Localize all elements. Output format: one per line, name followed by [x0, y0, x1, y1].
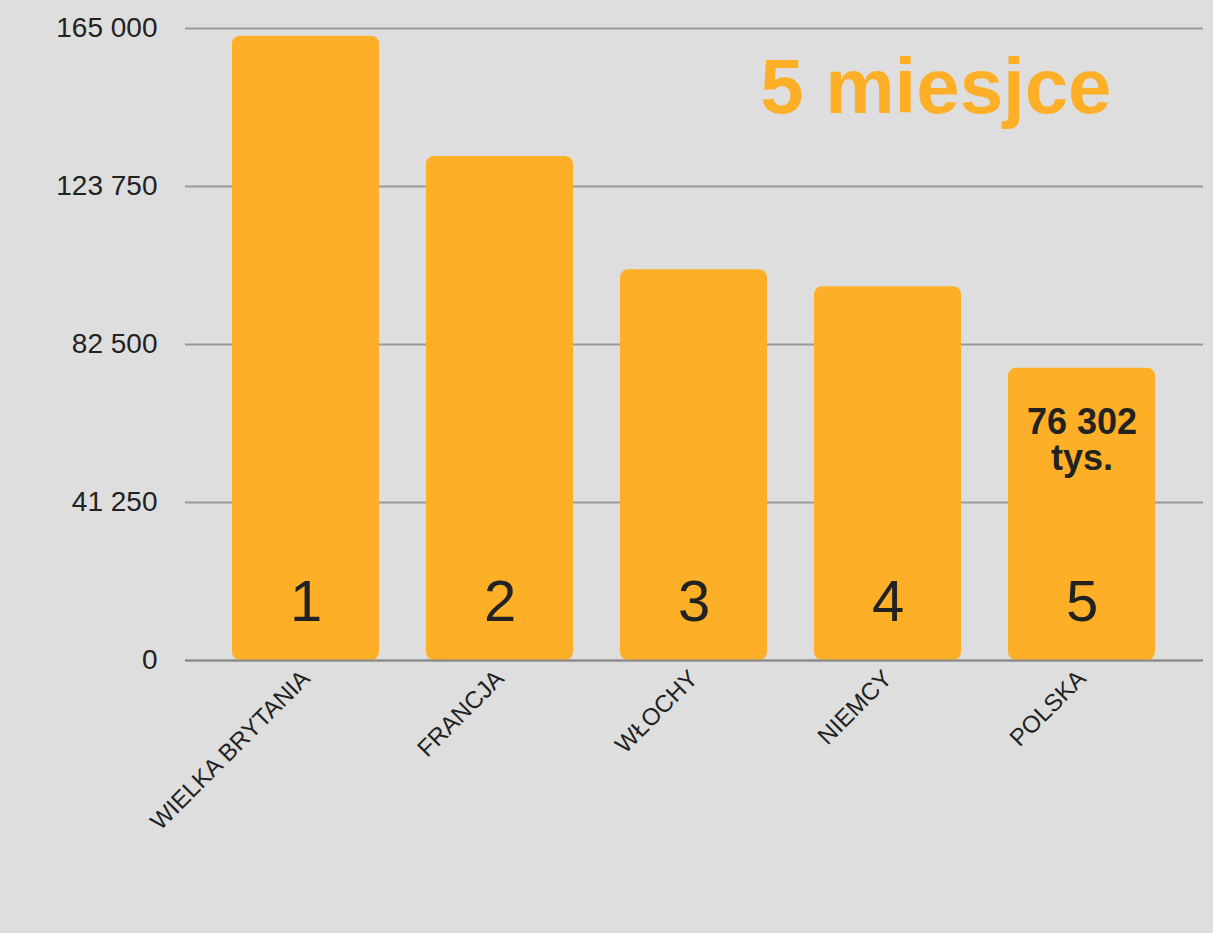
svg-text:5 miesjce: 5 miesjce	[760, 42, 1111, 130]
svg-text:0: 0	[142, 644, 158, 675]
svg-text:FRANCJA: FRANCJA	[412, 664, 509, 761]
svg-text:82 500: 82 500	[72, 328, 158, 359]
svg-text:41 250: 41 250	[72, 486, 158, 517]
svg-text:WŁOCHY: WŁOCHY	[609, 664, 703, 758]
svg-text:3: 3	[678, 568, 710, 633]
svg-text:NIEMCY: NIEMCY	[812, 664, 897, 749]
svg-text:165 000: 165 000	[56, 12, 157, 43]
svg-text:2: 2	[484, 568, 516, 633]
svg-text:4: 4	[872, 568, 904, 633]
svg-text:123 750: 123 750	[56, 170, 157, 201]
svg-text:5: 5	[1066, 568, 1098, 633]
svg-text:76 302tys.: 76 302tys.	[1027, 401, 1137, 478]
svg-text:POLSKA: POLSKA	[1004, 664, 1091, 751]
svg-text:WIELKA BRYTANIA: WIELKA BRYTANIA	[145, 664, 315, 834]
svg-text:1: 1	[290, 568, 322, 633]
